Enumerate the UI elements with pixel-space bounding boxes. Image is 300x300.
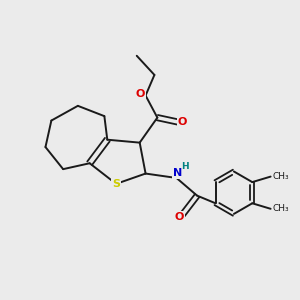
Text: CH₃: CH₃ — [272, 172, 289, 181]
Text: O: O — [175, 212, 184, 222]
Text: CH₃: CH₃ — [272, 204, 289, 213]
Text: O: O — [136, 89, 145, 99]
Text: S: S — [112, 179, 120, 189]
Text: H: H — [182, 162, 189, 171]
Text: O: O — [178, 117, 187, 127]
Text: N: N — [173, 168, 183, 178]
